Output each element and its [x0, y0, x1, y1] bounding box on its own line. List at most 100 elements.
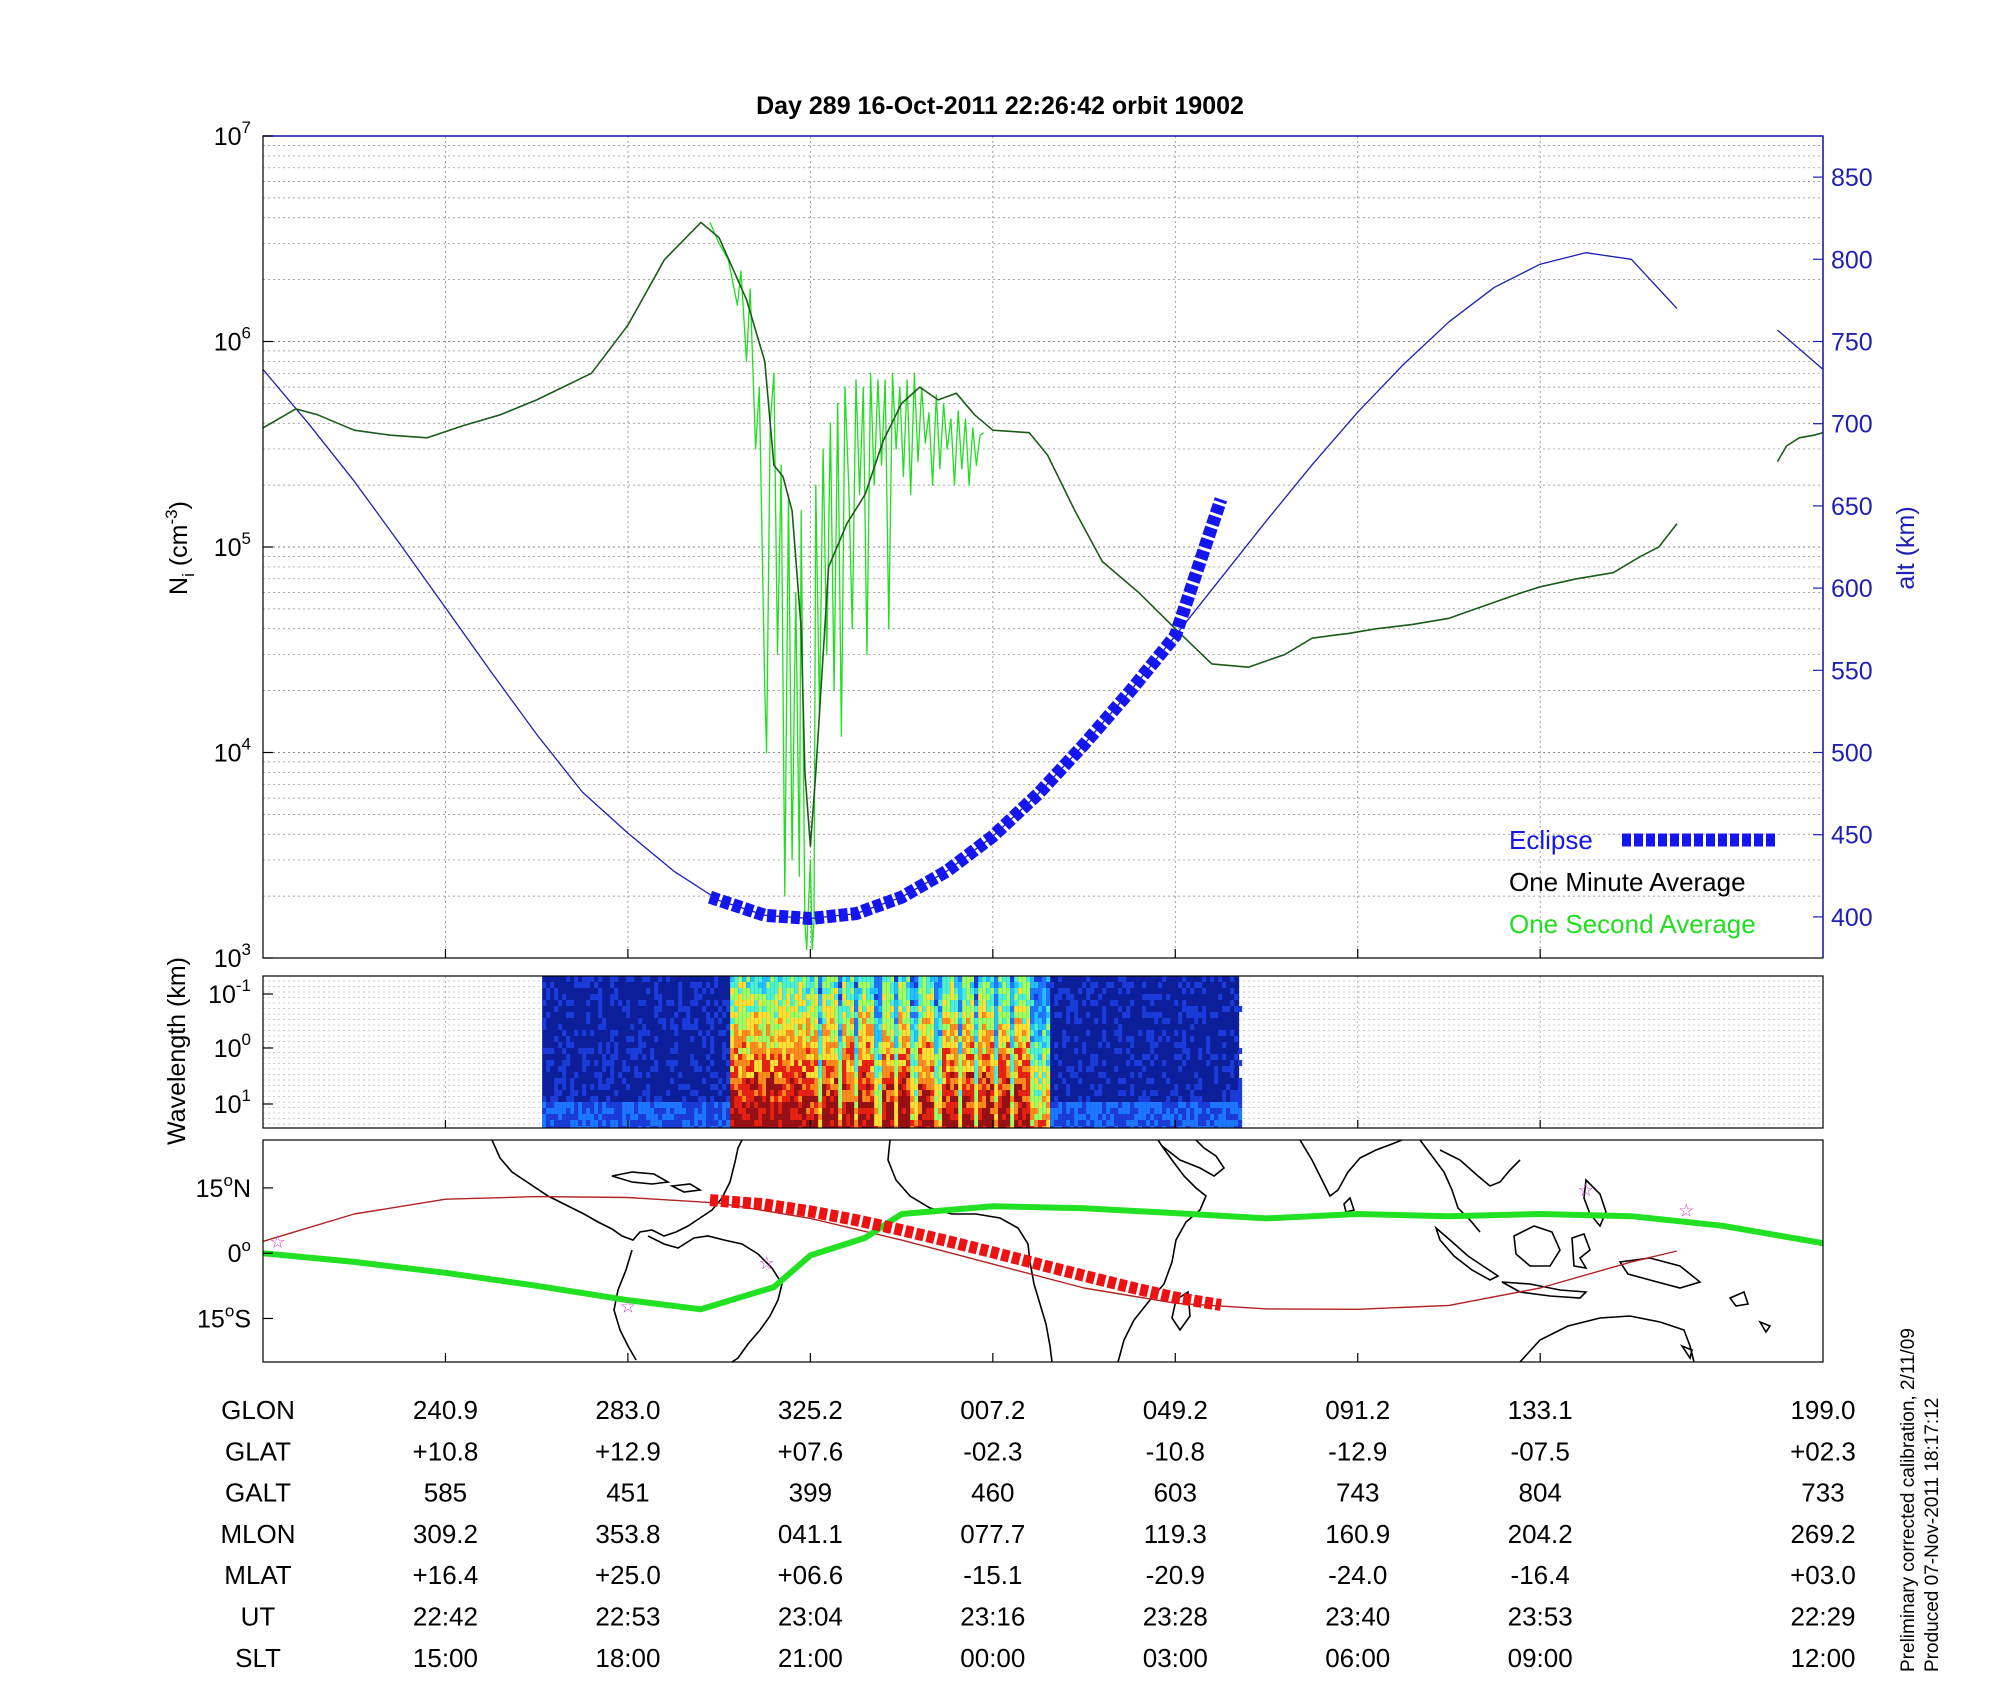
spectrogram-cell	[1102, 1120, 1107, 1126]
spectrogram-cell	[1198, 1078, 1203, 1084]
spectrogram-cell	[1038, 1072, 1043, 1078]
spectrogram-cell	[870, 1000, 875, 1006]
spectrogram-cell	[830, 1114, 835, 1120]
spectrogram-cell	[914, 1018, 919, 1024]
spectrogram-cell	[1178, 1096, 1183, 1102]
spectrogram-cell	[938, 976, 943, 982]
spectrogram-cell	[854, 1042, 859, 1048]
spectrogram-cell	[1098, 1102, 1103, 1108]
spectrogram-cell	[898, 1102, 903, 1108]
spectrogram-cell	[934, 994, 939, 1000]
spectrogram-cell	[758, 1012, 763, 1018]
spectrogram-cell	[670, 1018, 675, 1024]
spectrogram-cell	[626, 976, 631, 982]
spectrogram-cell	[1138, 1096, 1143, 1102]
spectrogram-cell	[738, 1030, 743, 1036]
spectrogram-cell	[1030, 1072, 1035, 1078]
table-cell: 804	[1518, 1478, 1561, 1508]
spectrogram-cell	[602, 1120, 607, 1126]
spectrogram-cell	[1094, 1060, 1099, 1066]
spectrogram-cell	[1074, 1120, 1079, 1126]
spectrogram-cell	[654, 1114, 659, 1120]
spectrogram-cell	[734, 1018, 739, 1024]
spectrogram-cell	[670, 1108, 675, 1114]
spectrogram-cell	[698, 982, 703, 988]
spectrogram-cell	[586, 1120, 591, 1126]
spectrogram-cell	[866, 1006, 871, 1012]
spectrogram-cell	[634, 1114, 639, 1120]
spectrogram-cell	[906, 1072, 911, 1078]
spectrogram-cell	[674, 1126, 679, 1128]
spectrogram-cell	[546, 1114, 551, 1120]
spectrogram-cell	[746, 1042, 751, 1048]
spectrogram-cell	[986, 1054, 991, 1060]
spectrogram-cell	[766, 1096, 771, 1102]
spectrogram-cell	[962, 1084, 967, 1090]
spectrogram-cell	[1154, 1042, 1159, 1048]
spectrogram-cell	[594, 1102, 599, 1108]
spectrogram-cell	[750, 1048, 755, 1054]
spectrogram-cell	[798, 1060, 803, 1066]
spectrogram-cell	[1122, 1114, 1127, 1120]
spectrogram-cell	[986, 1048, 991, 1054]
spectrogram-cell	[934, 1096, 939, 1102]
spectrogram-cell	[994, 1012, 999, 1018]
spectrogram-cell	[1074, 1036, 1079, 1042]
spectrogram-cell	[646, 988, 651, 994]
spectrogram-cell	[754, 1108, 759, 1114]
spectrogram-cell	[1066, 1108, 1071, 1114]
spectrogram-cell	[850, 1060, 855, 1066]
spectrogram-cell	[1042, 1126, 1047, 1128]
spectrogram-cell	[570, 1090, 575, 1096]
spectrogram-cell	[818, 994, 823, 1000]
spectrogram-cell	[998, 1096, 1003, 1102]
spectrogram-cell	[802, 1066, 807, 1072]
spectrogram-cell	[986, 976, 991, 982]
spectrogram-cell	[1026, 1114, 1031, 1120]
spectrogram-cell	[1198, 1126, 1203, 1128]
spectrogram-cell	[1070, 1114, 1075, 1120]
spectrogram-cell	[1010, 988, 1015, 994]
spectrogram-cell	[1106, 1108, 1111, 1114]
spectrogram-cell	[934, 1006, 939, 1012]
spectrogram-cell	[1042, 1084, 1047, 1090]
spectrogram-cell	[570, 1096, 575, 1102]
spectrogram-cell	[906, 1114, 911, 1120]
spectrogram-cell	[914, 1126, 919, 1128]
spectrogram-cell	[898, 1048, 903, 1054]
spectrogram-cell	[726, 1114, 731, 1120]
spectrogram-cell	[1066, 1114, 1071, 1120]
spectrogram-cell	[742, 1096, 747, 1102]
spectrogram-cell	[958, 1102, 963, 1108]
spectrogram-cell	[806, 1126, 811, 1128]
spectrogram-cell	[566, 1060, 571, 1066]
spectrogram-cell	[938, 1096, 943, 1102]
spectrogram-cell	[558, 1120, 563, 1126]
spectrogram-cell	[810, 1054, 815, 1060]
spectrogram-cell	[678, 1000, 683, 1006]
spectrogram-cell	[938, 1084, 943, 1090]
spectrogram-cell	[794, 1072, 799, 1078]
spectrogram-cell	[706, 1030, 711, 1036]
spectrogram-cell	[698, 1030, 703, 1036]
spectrogram-cell	[874, 1012, 879, 1018]
spectrogram-cell	[742, 1090, 747, 1096]
spectrogram-cell	[838, 976, 843, 982]
spectrogram-cell	[742, 1000, 747, 1006]
y2-tick-label: 500	[1831, 740, 1873, 768]
spectrogram-cell	[1070, 1000, 1075, 1006]
spectrogram-cell	[994, 1066, 999, 1072]
spectrogram-cell	[1010, 1108, 1015, 1114]
spectrogram-cell	[782, 1126, 787, 1128]
spectrogram-cell	[866, 1108, 871, 1114]
spectrogram-cell	[986, 1036, 991, 1042]
spectrogram-cell	[686, 1006, 691, 1012]
spectrogram-cell	[1086, 1120, 1091, 1126]
spectrogram-cell	[866, 1036, 871, 1042]
spectrogram-cell	[870, 1024, 875, 1030]
spectrogram-cell	[778, 1060, 783, 1066]
spectrogram-cell	[1114, 1000, 1119, 1006]
spectrogram-cell	[1058, 976, 1063, 982]
spectrogram-cell	[726, 1078, 731, 1084]
spectrogram-cell	[1030, 1054, 1035, 1060]
